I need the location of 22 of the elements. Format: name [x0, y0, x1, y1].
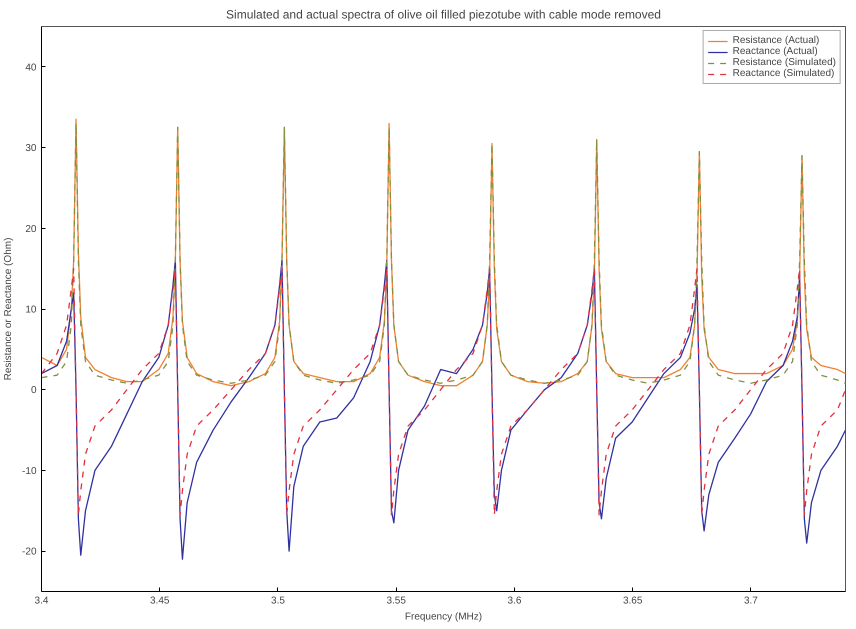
y-tick-label: 30 [25, 143, 37, 154]
y-tick-label: 40 [25, 62, 37, 74]
x-tick-label: 3.45 [150, 596, 170, 606]
legend-label: Reactance (Actual) [732, 46, 818, 57]
x-axis-title: Frequency (MHz) [404, 612, 482, 622]
legend-label: Reactance (Simulated) [732, 68, 834, 79]
y-tick-label: -20 [22, 546, 37, 558]
y-axis-title: Resistance or Reactance (Ohm) [3, 238, 14, 380]
y-tick-label: 10 [25, 304, 37, 316]
x-tick-label: 3.4 [34, 596, 49, 606]
y-tick-label: -10 [22, 466, 37, 477]
y-tick-label: 20 [25, 224, 37, 235]
line-series [42, 268, 846, 516]
x-tick-label: 3.65 [622, 596, 643, 606]
chart-title: Simulated and actual spectra of olive oil filled piezotube with cable mode removed [226, 8, 661, 22]
legend-label: Resistance (Actual) [732, 35, 820, 46]
x-tick-label: 3.5 [271, 596, 286, 606]
x-tick-label: 3.55 [386, 596, 406, 606]
legend-label: Resistance (Simulated) [732, 57, 836, 68]
x-tick-label: 3.7 [744, 596, 758, 606]
y-tick-label: 0 [30, 385, 37, 396]
x-tick-label: 3.6 [507, 596, 522, 606]
